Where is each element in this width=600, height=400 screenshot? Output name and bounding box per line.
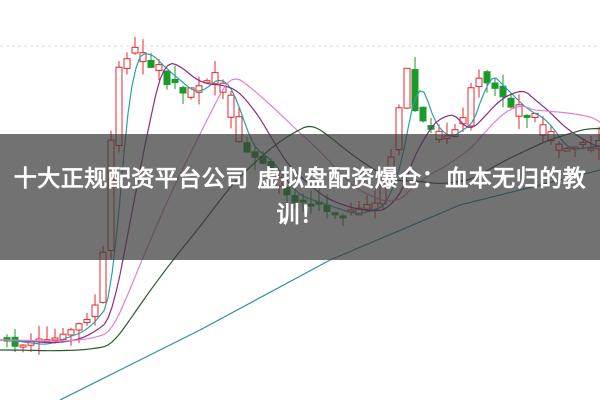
ma-line-long: [0, 78, 600, 342]
candle-body: [419, 106, 427, 122]
candle-body: [459, 117, 467, 125]
candle-body: [203, 80, 211, 84]
candle-body: [187, 87, 195, 98]
candle-body: [507, 97, 515, 108]
candle-body: [411, 69, 419, 112]
candle-body: [403, 67, 411, 109]
candle-body: [131, 46, 139, 54]
candle-body: [219, 82, 227, 93]
candle-body: [227, 94, 235, 118]
article-title: 十大正规配资平台公司 虚拟盘配资爆仓：血本无归的教训！: [13, 166, 587, 228]
candle-body: [491, 82, 499, 89]
candle-body: [211, 72, 219, 85]
candle-body: [523, 114, 531, 118]
candle-body: [483, 71, 491, 84]
candle-body: [195, 85, 203, 93]
candle-body: [91, 304, 99, 318]
candle-body: [123, 58, 131, 69]
candle-body: [51, 337, 59, 341]
candle-body: [155, 64, 163, 71]
candle-body: [67, 329, 75, 336]
candle-body: [467, 87, 475, 127]
candle-body: [11, 336, 19, 347]
candle-body: [147, 59, 155, 68]
candle-body: [499, 85, 507, 98]
candle-body: [75, 323, 83, 331]
candle-body: [179, 87, 187, 94]
candle-body: [171, 78, 179, 84]
candle-body: [19, 344, 27, 348]
candle-body: [163, 70, 171, 86]
candle-body: [83, 318, 91, 324]
candle-body: [515, 104, 523, 117]
candle-body: [475, 77, 483, 88]
title-overlay: 十大正规配资平台公司 虚拟盘配资爆仓：血本无归的教训！: [0, 134, 600, 260]
candle-body: [3, 337, 11, 342]
